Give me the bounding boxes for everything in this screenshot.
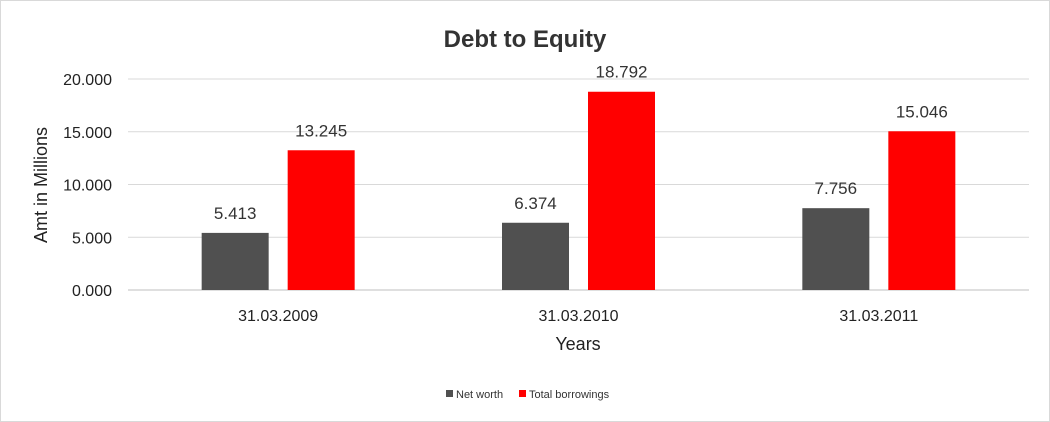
data-label: 18.792 <box>596 63 648 82</box>
y-tick-label: 10.000 <box>63 178 112 195</box>
data-label: 13.245 <box>295 121 347 140</box>
labels-layer: 5.413 13.245 31.03.2009 6.374 18.792 31.03.20… <box>214 63 948 325</box>
legend-swatch <box>446 390 453 397</box>
x-tick-label: 31.03.2010 <box>538 308 618 325</box>
data-label: 7.756 <box>815 179 858 198</box>
y-axis-title: Amt in Millions <box>31 127 51 243</box>
grid-layer: 0.000 5.000 10.000 15.000 20.000 <box>63 72 1029 300</box>
data-label: 6.374 <box>514 194 557 213</box>
bar-net-worth <box>201 232 269 290</box>
bar-total-borrowings <box>287 150 355 290</box>
legend-label: Total borrowings <box>529 389 610 401</box>
bar-total-borrowings <box>588 91 655 290</box>
bars-layer <box>201 91 956 290</box>
legend-label: Net worth <box>456 389 503 401</box>
data-label: 5.413 <box>214 204 257 223</box>
x-axis-title: Years <box>555 334 600 354</box>
legend-swatch <box>519 390 526 397</box>
data-label: 15.046 <box>896 102 948 121</box>
bar-total-borrowings <box>888 131 956 290</box>
chart-title: Debt to Equity <box>444 26 607 53</box>
y-tick-label: 15.000 <box>63 125 112 142</box>
x-tick-label: 31.03.2009 <box>238 308 318 325</box>
bar-net-worth <box>802 208 870 290</box>
legend: Net worth Total borrowings <box>446 389 610 401</box>
bar-net-worth <box>502 222 569 290</box>
x-tick-label: 31.03.2011 <box>839 308 918 325</box>
y-tick-label: 5.000 <box>72 230 112 247</box>
y-tick-label: 20.000 <box>63 72 112 89</box>
y-tick-label: 0.000 <box>72 283 112 300</box>
